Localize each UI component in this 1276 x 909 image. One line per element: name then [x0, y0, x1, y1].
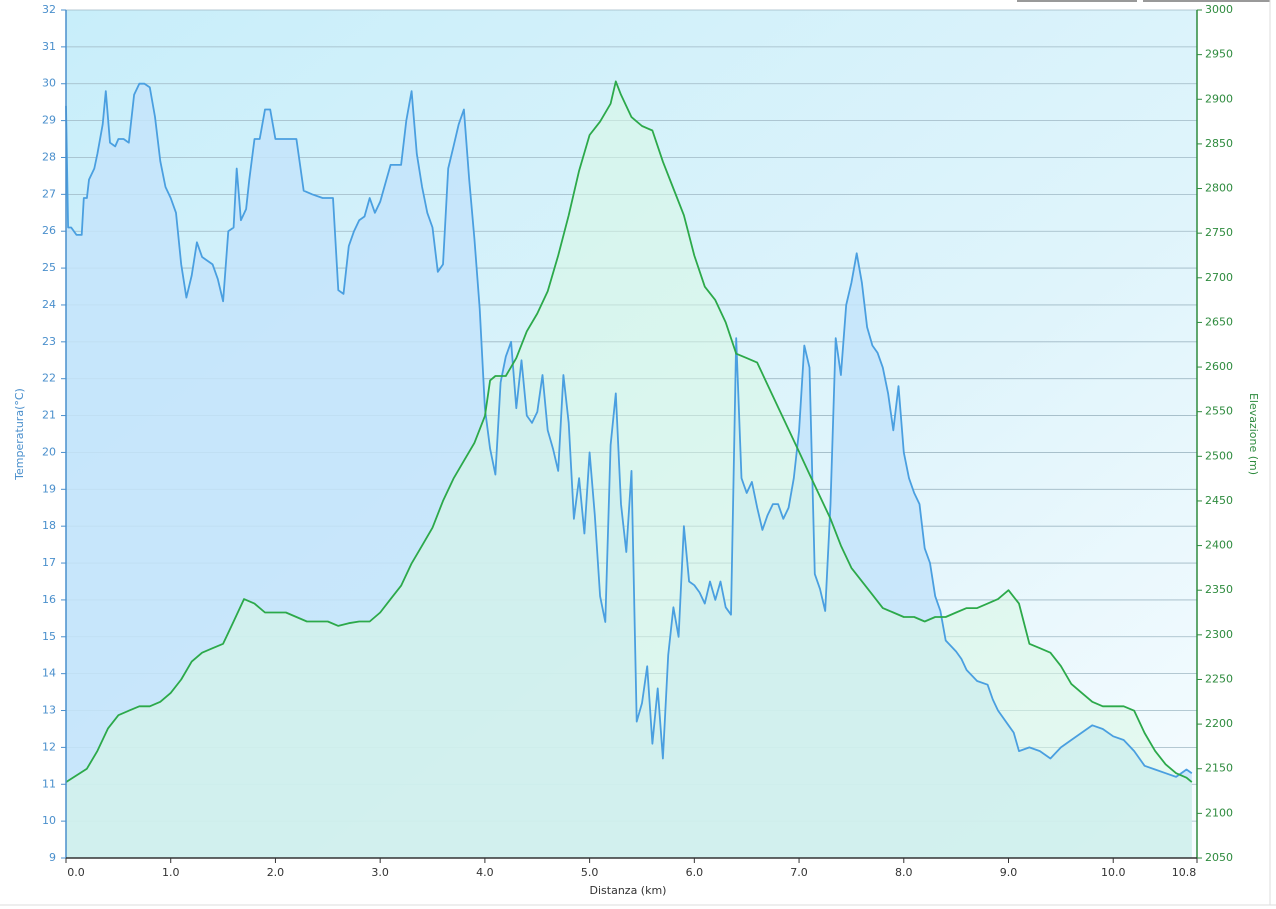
y-tick-label: 28 — [42, 150, 56, 163]
y2-tick-label: 2250 — [1205, 672, 1233, 685]
y-tick-label: 11 — [42, 777, 56, 790]
x-tick-label: 4.0 — [476, 866, 494, 879]
area-fill — [66, 81, 1192, 858]
y2-tick-label: 2450 — [1205, 494, 1233, 507]
y-tick-label: 16 — [42, 593, 56, 606]
x-tick-label: 9.0 — [1000, 866, 1018, 879]
y2-tick-label: 2200 — [1205, 717, 1233, 730]
y2-tick-label: 2800 — [1205, 182, 1233, 195]
y2-tick-label: 2950 — [1205, 48, 1233, 61]
y-tick-label: 29 — [42, 114, 56, 127]
y-tick-label: 9 — [49, 851, 56, 864]
y-tick-label: 27 — [42, 187, 56, 200]
x-tick-label: 10.0 — [1101, 866, 1126, 879]
series-line — [65, 80, 1193, 783]
y-tick-label: 23 — [42, 335, 56, 348]
y-tick-label: 30 — [42, 77, 56, 90]
y2-tick-label: 2100 — [1205, 806, 1233, 819]
y-tick-label: 12 — [42, 740, 56, 753]
y-tick-label: 21 — [42, 409, 56, 422]
x-tick-label: 5.0 — [581, 866, 599, 879]
y2-tick-label: 3000 — [1205, 3, 1233, 16]
y-tick-label: 10 — [42, 814, 56, 827]
y2-tick-label: 2600 — [1205, 360, 1233, 373]
y2-tick-label: 2050 — [1205, 851, 1233, 864]
y2-tick-label: 2400 — [1205, 539, 1233, 552]
x-tick-label: 7.0 — [790, 866, 808, 879]
y2-tick-label: 2750 — [1205, 226, 1233, 239]
y2-tick-label: 2150 — [1205, 762, 1233, 775]
x-tick-label: 10.8 — [1172, 866, 1197, 879]
y2-tick-label: 2650 — [1205, 315, 1233, 328]
y2-tick-label: 2900 — [1205, 92, 1233, 105]
y-tick-label: 17 — [42, 556, 56, 569]
series-line — [65, 82, 1193, 778]
y-axis-label: Temperatura(°C) — [13, 388, 26, 481]
y-tick-label: 24 — [42, 298, 56, 311]
y-tick-label: 14 — [42, 667, 56, 680]
y-tick-label: 26 — [42, 224, 56, 237]
y2-tick-label: 2850 — [1205, 137, 1233, 150]
y2-tick-label: 2700 — [1205, 271, 1233, 284]
y-tick-label: 22 — [42, 372, 56, 385]
y2-tick-label: 2350 — [1205, 583, 1233, 596]
x-tick-label: 1.0 — [162, 866, 180, 879]
y-tick-label: 18 — [42, 519, 56, 532]
y-tick-label: 13 — [42, 704, 56, 717]
y2-axis-label: Elevazione (m) — [1247, 393, 1260, 475]
x-tick-label: 6.0 — [686, 866, 704, 879]
x-tick-label: 3.0 — [371, 866, 389, 879]
y2-tick-label: 2300 — [1205, 628, 1233, 641]
x-tick-label: 0.0 — [67, 866, 85, 879]
y2-tick-label: 2550 — [1205, 405, 1233, 418]
y-tick-label: 32 — [42, 3, 56, 16]
y-tick-label: 19 — [42, 482, 56, 495]
y-tick-label: 25 — [42, 261, 56, 274]
x-axis-label: Distanza (km) — [590, 884, 667, 897]
x-tick-label: 8.0 — [895, 866, 913, 879]
y-tick-label: 15 — [42, 630, 56, 643]
y2-tick-label: 2500 — [1205, 449, 1233, 462]
x-tick-label: 2.0 — [267, 866, 285, 879]
y-tick-label: 20 — [42, 445, 56, 458]
y-tick-label: 31 — [42, 40, 56, 53]
